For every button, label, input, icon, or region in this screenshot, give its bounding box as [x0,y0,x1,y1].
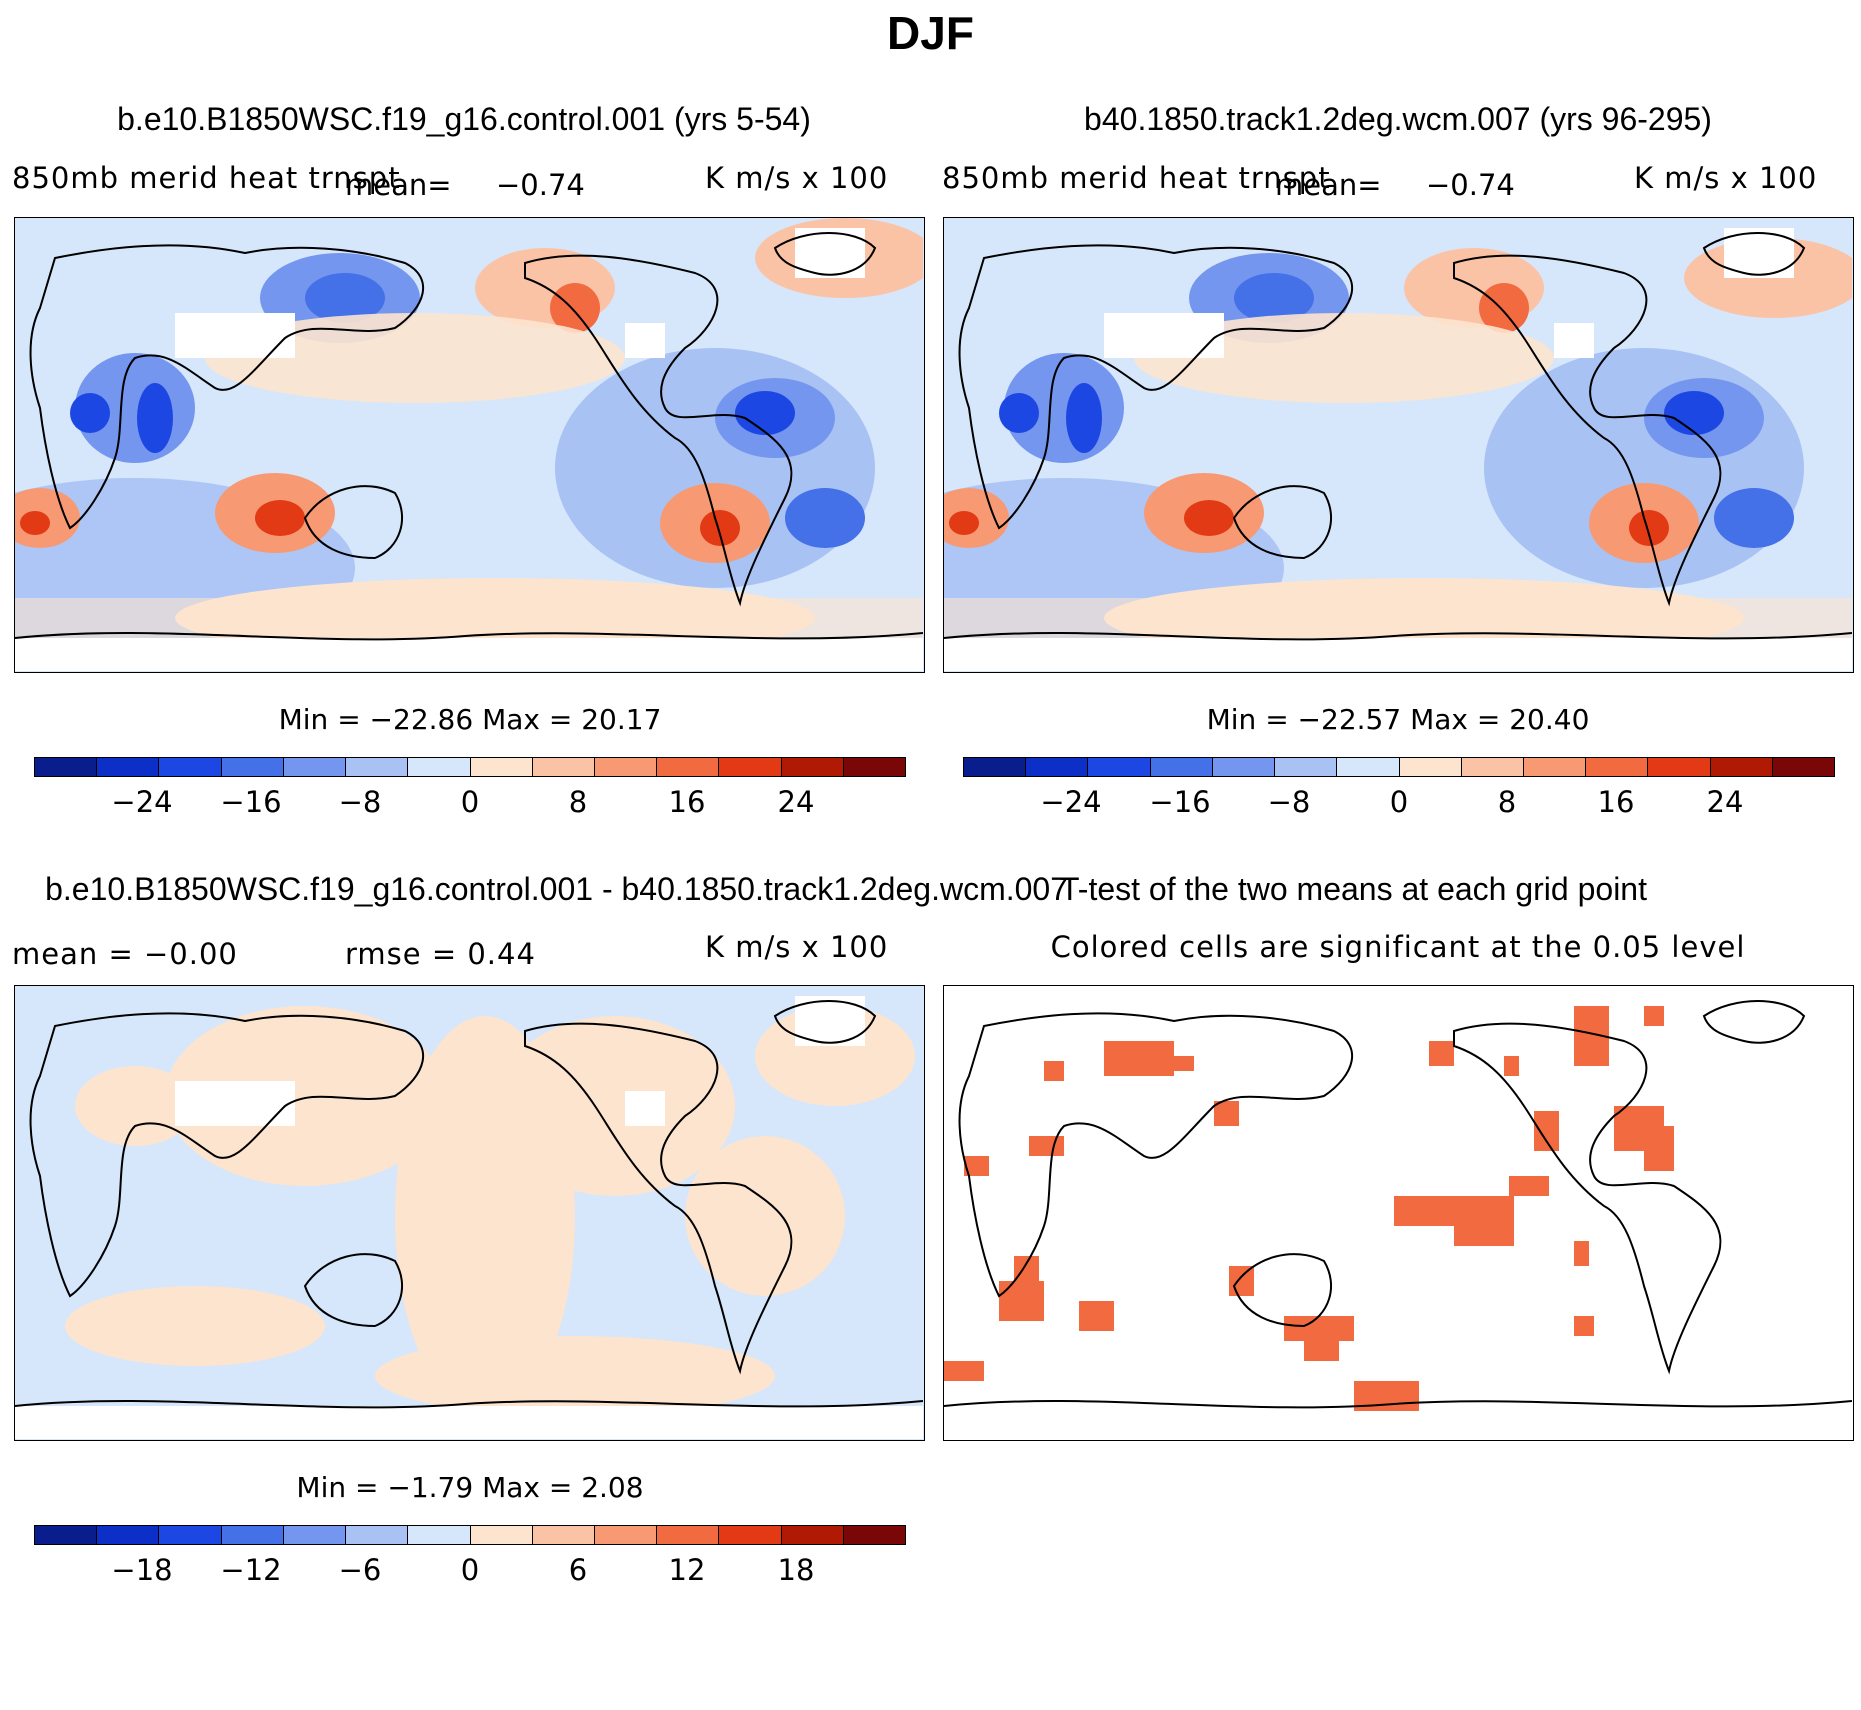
colorbar-swatch [346,1526,409,1544]
colorbar-swatch [1710,758,1773,776]
panel3-colorbar [34,1525,906,1545]
panel3-map [14,985,925,1441]
colorbar-tick-label: 24 [1706,785,1744,819]
colorbar-tick-label: 16 [1597,785,1635,819]
colorbar-swatch [1150,758,1213,776]
colorbar-tick-label: −18 [111,1553,173,1587]
panel4-map-field [944,1000,1853,1411]
panel2-minmax: Min = −22.57 Max = 20.40 [1206,703,1590,736]
colorbar-swatch [1275,758,1338,776]
colorbar-tick-label: 8 [1497,785,1517,819]
colorbar-swatch [159,1526,222,1544]
colorbar-swatch [1523,758,1587,776]
panel1-minmax: Min = −22.86 Max = 20.17 [278,703,662,736]
colorbar-swatch [283,758,347,776]
colorbar-swatch [346,758,409,776]
colorbar-swatch [964,758,1027,776]
colorbar-swatch [843,1526,906,1544]
colorbar-swatch [1212,758,1276,776]
panel2-title: b40.1850.track1.2deg.wcm.007 (yrs 96-295… [1084,101,1712,137]
colorbar-swatch [221,758,284,776]
panel2-mean-label: mean= [1275,168,1382,202]
panel1-mean-value: −0.74 [496,168,585,202]
colorbar-tick-label: −24 [111,785,173,819]
colorbar-tick-label: −16 [220,785,282,819]
colorbar-swatch [657,758,720,776]
colorbar-swatch [470,1526,533,1544]
colorbar-tick-label: −6 [338,1553,382,1587]
colorbar-swatch [1337,758,1400,776]
panel3-minmax: Min = −1.79 Max = 2.08 [296,1471,644,1504]
colorbar-tick-label: −24 [1040,785,1102,819]
panel1-colorbar [34,757,906,777]
panel4-map [943,985,1854,1441]
panel3-rmse: rmse = 0.44 [345,937,536,971]
panel2-colorbar [963,757,1835,777]
colorbar-swatch [1648,758,1711,776]
colorbar-swatch [159,758,222,776]
colorbar-swatch [657,1526,720,1544]
colorbar-swatch [1088,758,1151,776]
panel3-mean: mean = −0.00 [12,937,238,971]
panel2-map [943,217,1854,673]
colorbar-swatch [97,1526,160,1544]
panel2-units: K m/s x 100 [1634,161,1818,195]
colorbar-swatch [594,758,658,776]
colorbar-tick-label: −12 [220,1553,282,1587]
figure-title: DJF [887,7,974,59]
colorbar-swatch [1399,758,1462,776]
colorbar-swatch [781,1526,844,1544]
panel3-title: b.e10.B1850WSC.f19_g16.control.001 - b40… [45,871,1068,907]
significant-cells [944,1006,1674,1411]
colorbar-tick-label: 24 [777,785,815,819]
colorbar-tick-label: 0 [1389,785,1409,819]
colorbar-swatch [843,758,906,776]
colorbar-swatch [1026,758,1089,776]
colorbar-swatch [532,758,595,776]
panel2-map-field [944,228,1853,671]
colorbar-tick-label: −8 [1267,785,1311,819]
panel1-title: b.e10.B1850WSC.f19_g16.control.001 (yrs … [117,101,811,137]
panel1-variable: 850mb merid heat trnspt [12,161,401,195]
colorbar-tick-label: 18 [777,1553,815,1587]
panel1-mean-label: mean= [345,168,452,202]
colorbar-tick-label: 0 [460,1553,480,1587]
colorbar-tick-label: −8 [338,785,382,819]
colorbar-tick-label: 8 [568,785,588,819]
colorbar-swatch [1772,758,1835,776]
colorbar-swatch [470,758,533,776]
panel3-units: K m/s x 100 [705,930,889,964]
colorbar-tick-label: 12 [668,1553,706,1587]
colorbar-swatch [35,758,98,776]
colorbar-tick-label: 16 [668,785,706,819]
colorbar-swatch [283,1526,347,1544]
colorbar-swatch [1586,758,1649,776]
colorbar-swatch [1461,758,1524,776]
panel4-subtitle: Colored cells are significant at the 0.0… [1050,930,1746,964]
colorbar-swatch [408,758,471,776]
colorbar-tick-label: 0 [460,785,480,819]
colorbar-swatch [532,1526,595,1544]
panel4-title: T-test of the two means at each grid poi… [1060,871,1647,907]
colorbar-swatch [719,758,782,776]
colorbar-tick-label: −16 [1149,785,1211,819]
panel2-mean-value: −0.74 [1426,168,1515,202]
colorbar-swatch [408,1526,471,1544]
colorbar-tick-label: 6 [568,1553,588,1587]
panel1-map [14,217,925,673]
colorbar-swatch [35,1526,98,1544]
colorbar-swatch [97,758,160,776]
panel2-variable: 850mb merid heat trnspt [942,161,1331,195]
panel1-map-field [15,218,924,671]
panel1-units: K m/s x 100 [705,161,889,195]
colorbar-swatch [221,1526,284,1544]
colorbar-swatch [719,1526,782,1544]
panel3-map-field [15,996,924,1439]
colorbar-swatch [781,758,844,776]
colorbar-swatch [594,1526,658,1544]
